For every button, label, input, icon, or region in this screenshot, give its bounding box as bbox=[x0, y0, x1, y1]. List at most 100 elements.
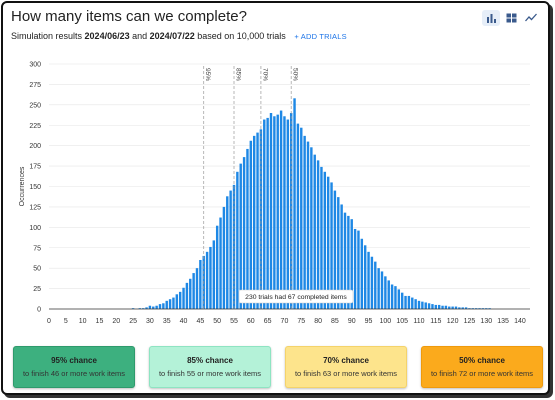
histogram-bar bbox=[296, 123, 300, 309]
grid-view-button[interactable] bbox=[502, 10, 520, 26]
histogram-bar bbox=[313, 154, 316, 309]
bar-chart-view-button[interactable] bbox=[482, 10, 500, 26]
y-tick-label: 125 bbox=[29, 204, 41, 211]
x-tick-label: 90 bbox=[348, 318, 356, 325]
histogram-bar bbox=[175, 294, 179, 309]
add-trials-button[interactable]: + ADD TRIALS bbox=[294, 32, 347, 41]
line-chart-view-button[interactable] bbox=[522, 10, 540, 26]
histogram-bar bbox=[343, 212, 347, 309]
x-tick-label: 35 bbox=[163, 318, 171, 325]
histogram-bar bbox=[182, 287, 185, 309]
y-axis-label: Occurrences bbox=[19, 166, 26, 206]
histogram-bar bbox=[303, 135, 306, 309]
histogram-bar bbox=[330, 182, 333, 309]
x-tick-label: 30 bbox=[146, 318, 154, 325]
subtitle-suffix: based on 10,000 trials bbox=[197, 31, 286, 41]
histogram-bar bbox=[239, 163, 242, 309]
subtitle-prefix: Simulation results bbox=[11, 31, 83, 41]
histogram-bar bbox=[215, 225, 219, 309]
histogram-chart: 0255075100125150175200225250275300Occurr… bbox=[19, 62, 530, 325]
date-start: 2024/06/23 bbox=[84, 31, 130, 41]
histogram-bar bbox=[300, 127, 303, 309]
percentile-marker-label: 85% bbox=[235, 68, 242, 81]
histogram-bar bbox=[468, 308, 471, 309]
histogram-bar bbox=[256, 132, 259, 309]
histogram-bar bbox=[316, 160, 320, 309]
histogram-bar bbox=[185, 282, 189, 309]
histogram-bar bbox=[434, 304, 438, 309]
page-subtitle: Simulation results 2024/06/23 and 2024/0… bbox=[11, 31, 347, 41]
histogram-bar bbox=[333, 190, 337, 309]
histogram-bar bbox=[263, 119, 266, 310]
histogram-bar bbox=[454, 306, 458, 309]
card-70: 70% chance to finish 63 or more work ite… bbox=[285, 346, 407, 388]
histogram-bar bbox=[293, 98, 296, 309]
histogram-bar bbox=[178, 291, 182, 309]
subtitle-and: and bbox=[132, 31, 148, 41]
card-subtitle: to finish 46 or more work items bbox=[22, 369, 126, 378]
x-tick-label: 20 bbox=[112, 318, 120, 325]
histogram-bar bbox=[209, 246, 212, 309]
histogram-bar bbox=[141, 308, 145, 309]
histogram-bar bbox=[448, 306, 451, 309]
histogram-bar bbox=[431, 304, 434, 309]
histogram-bar bbox=[158, 304, 162, 309]
x-tick-label: 60 bbox=[247, 318, 255, 325]
card-95: 95% chance to finish 46 or more work ite… bbox=[13, 346, 135, 388]
histogram-bar bbox=[481, 308, 485, 309]
histogram-bar bbox=[269, 113, 273, 309]
y-tick-label: 200 bbox=[29, 143, 41, 150]
histogram-bar bbox=[414, 299, 417, 309]
card-subtitle: to finish 72 or more work items bbox=[430, 369, 534, 378]
histogram-bar bbox=[407, 295, 411, 309]
histogram-bar bbox=[390, 284, 394, 309]
histogram-bar bbox=[152, 306, 155, 309]
histogram-bar bbox=[357, 230, 360, 309]
histogram-bar bbox=[374, 261, 377, 309]
card-subtitle: to finish 63 or more work items bbox=[294, 369, 398, 378]
histogram-bar bbox=[367, 251, 370, 309]
histogram-bar bbox=[478, 308, 481, 309]
histogram-bar bbox=[394, 286, 397, 309]
histogram-bar bbox=[252, 135, 256, 309]
histogram-bar bbox=[337, 197, 340, 309]
histogram-bar bbox=[283, 116, 286, 309]
card-85: 85% chance to finish 55 or more work ite… bbox=[149, 346, 271, 388]
card-subtitle: to finish 55 or more work items bbox=[158, 369, 262, 378]
histogram-bar bbox=[195, 268, 199, 309]
histogram-bar bbox=[279, 110, 283, 309]
histogram-bar bbox=[192, 273, 195, 309]
histogram-bar bbox=[145, 307, 148, 309]
histogram-bar bbox=[236, 171, 239, 309]
card-title: 85% chance bbox=[187, 356, 233, 365]
y-tick-label: 250 bbox=[29, 102, 41, 109]
histogram-bar bbox=[377, 268, 380, 309]
histogram-bar bbox=[370, 256, 374, 309]
histogram-bar bbox=[387, 280, 390, 309]
x-tick-label: 0 bbox=[47, 318, 51, 325]
histogram-bar bbox=[205, 251, 209, 309]
x-tick-label: 65 bbox=[264, 318, 272, 325]
histogram-bar bbox=[464, 307, 468, 309]
y-tick-label: 100 bbox=[29, 225, 41, 232]
histogram-bar bbox=[222, 206, 226, 309]
probability-cards: 95% chance to finish 46 or more work ite… bbox=[13, 346, 543, 388]
x-tick-label: 45 bbox=[196, 318, 204, 325]
card-title: 95% chance bbox=[51, 356, 97, 365]
x-tick-label: 25 bbox=[129, 318, 137, 325]
histogram-bar bbox=[360, 238, 364, 309]
histogram-bar bbox=[249, 140, 253, 309]
histogram-bar bbox=[441, 305, 444, 309]
histogram-bar bbox=[155, 305, 158, 309]
histogram-bar bbox=[397, 289, 401, 309]
x-tick-label: 105 bbox=[396, 318, 408, 325]
x-tick-label: 80 bbox=[314, 318, 322, 325]
x-tick-label: 40 bbox=[180, 318, 188, 325]
histogram-bar bbox=[189, 278, 192, 309]
histogram-bar bbox=[488, 308, 491, 309]
x-tick-label: 115 bbox=[430, 318, 441, 325]
histogram-bar bbox=[400, 292, 404, 309]
histogram-bar bbox=[172, 297, 175, 309]
x-tick-label: 100 bbox=[380, 318, 392, 325]
percentile-marker-label: 95% bbox=[204, 68, 211, 81]
